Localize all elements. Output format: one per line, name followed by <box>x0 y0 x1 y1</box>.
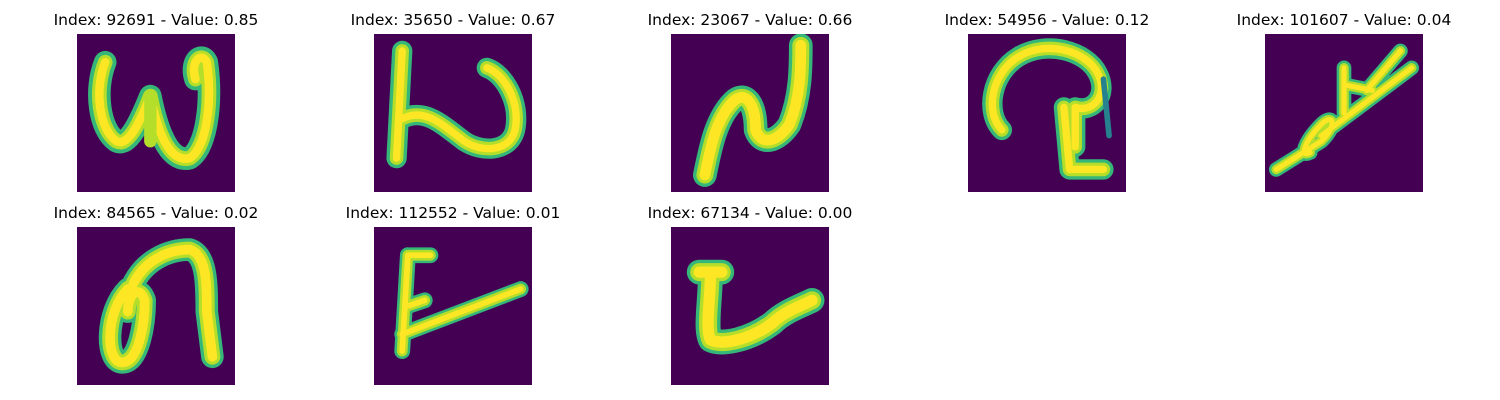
handwritten-glyph-image <box>374 227 532 385</box>
panel-title: Index: 54956 - Value: 0.12 <box>944 11 1150 29</box>
handwritten-glyph-image <box>968 34 1126 192</box>
image-panel-4: Index: 54956 - Value: 0.12 <box>917 0 1177 192</box>
image-panel-5: Index: 101607 - Value: 0.04 <box>1214 0 1474 192</box>
handwritten-glyph-image <box>671 227 829 385</box>
image-panel-3: Index: 23067 - Value: 0.66 <box>620 0 880 192</box>
image-panel-7: Index: 112552 - Value: 0.01 <box>323 193 583 385</box>
panel-title: Index: 23067 - Value: 0.66 <box>647 11 853 29</box>
panel-title: Index: 67134 - Value: 0.00 <box>647 204 853 222</box>
handwritten-glyph-image <box>77 34 235 192</box>
panel-title: Index: 112552 - Value: 0.01 <box>345 204 561 222</box>
handwritten-glyph-image <box>671 34 829 192</box>
panel-title: Index: 84565 - Value: 0.02 <box>53 204 259 222</box>
panel-title: Index: 35650 - Value: 0.67 <box>350 11 556 29</box>
handwritten-glyph-image <box>77 227 235 385</box>
image-panel-6: Index: 84565 - Value: 0.02 <box>26 193 286 385</box>
handwritten-glyph-image <box>374 34 532 192</box>
image-panel-8: Index: 67134 - Value: 0.00 <box>620 193 880 385</box>
panel-title: Index: 101607 - Value: 0.04 <box>1236 11 1452 29</box>
panel-title: Index: 92691 - Value: 0.85 <box>53 11 259 29</box>
image-panel-2: Index: 35650 - Value: 0.67 <box>323 0 583 192</box>
image-panel-1: Index: 92691 - Value: 0.85 <box>26 0 286 192</box>
handwritten-glyph-image <box>1265 34 1423 192</box>
